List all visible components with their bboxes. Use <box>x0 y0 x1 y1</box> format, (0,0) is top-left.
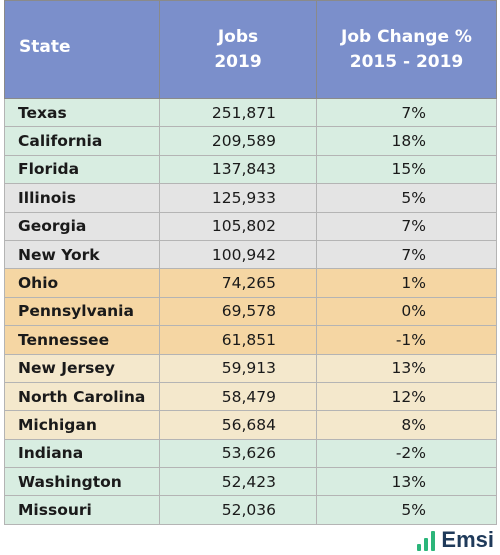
jobs-cell: 53,626 <box>159 438 317 469</box>
change-cell: 13% <box>316 467 497 497</box>
change-cell: 12% <box>316 381 497 412</box>
logo-text: Emsi <box>441 527 494 552</box>
change-cell: 5% <box>316 495 497 525</box>
table-row: Illinois 125,933 5% <box>4 183 497 213</box>
jobs-cell: 52,036 <box>159 495 317 525</box>
state-cell: Pennsylvania <box>4 296 160 327</box>
change-cell: 1% <box>316 268 497 298</box>
change-cell: 7% <box>316 97 497 128</box>
header-change-line1: Job Change % <box>341 26 472 47</box>
state-cell: Indiana <box>4 438 160 469</box>
change-cell: 7% <box>316 211 497 241</box>
table-row: North Carolina 58,479 12% <box>4 381 497 412</box>
jobs-cell: 100,942 <box>159 239 317 270</box>
table-row: Tennessee 61,851 -1% <box>4 325 497 355</box>
change-cell: -1% <box>316 325 497 355</box>
table-row: Indiana 53,626 -2% <box>4 438 497 469</box>
header-state: State <box>4 0 160 99</box>
change-cell: 8% <box>316 410 497 440</box>
table-row: Washington 52,423 13% <box>4 467 497 497</box>
jobs-cell: 61,851 <box>159 325 317 355</box>
header-jobs-line1: Jobs <box>217 26 259 47</box>
table-header-row: State Jobs 2019 Job Change % 2015 - 2019 <box>4 0 497 99</box>
state-cell: New York <box>4 239 160 270</box>
emsi-logo: Emsi <box>417 529 494 551</box>
bar-chart-icon <box>417 531 436 551</box>
table-row: Ohio 74,265 1% <box>4 268 497 298</box>
state-cell: North Carolina <box>4 381 160 412</box>
state-cell: Florida <box>4 154 160 185</box>
state-cell: California <box>4 126 160 156</box>
table-row: Florida 137,843 15% <box>4 154 497 185</box>
jobs-table-container: State Jobs 2019 Job Change % 2015 - 2019… <box>4 0 497 525</box>
table-row: Texas 251,871 7% <box>4 97 497 128</box>
state-cell: Ohio <box>4 268 160 298</box>
state-cell: Tennessee <box>4 325 160 355</box>
header-job-change: Job Change % 2015 - 2019 <box>316 0 497 99</box>
header-jobs-line2: 2019 <box>214 51 262 72</box>
jobs-cell: 251,871 <box>159 97 317 128</box>
jobs-cell: 105,802 <box>159 211 317 241</box>
state-cell: New Jersey <box>4 353 160 383</box>
jobs-cell: 59,913 <box>159 353 317 383</box>
jobs-cell: 137,843 <box>159 154 317 185</box>
jobs-cell: 69,578 <box>159 296 317 327</box>
table-row: Pennsylvania 69,578 0% <box>4 296 497 327</box>
jobs-cell: 125,933 <box>159 183 317 213</box>
table-row: New Jersey 59,913 13% <box>4 353 497 383</box>
jobs-cell: 74,265 <box>159 268 317 298</box>
jobs-cell: 52,423 <box>159 467 317 497</box>
header-jobs: Jobs 2019 <box>159 0 317 99</box>
state-cell: Washington <box>4 467 160 497</box>
jobs-table: State Jobs 2019 Job Change % 2015 - 2019… <box>4 0 497 525</box>
change-cell: 7% <box>316 239 497 270</box>
change-cell: 5% <box>316 183 497 213</box>
state-cell: Michigan <box>4 410 160 440</box>
header-change-line2: 2015 - 2019 <box>349 51 464 72</box>
change-cell: 0% <box>316 296 497 327</box>
table-row: Michigan 56,684 8% <box>4 410 497 440</box>
state-cell: Texas <box>4 97 160 128</box>
table-row: Georgia 105,802 7% <box>4 211 497 241</box>
change-cell: 18% <box>316 126 497 156</box>
jobs-cell: 209,589 <box>159 126 317 156</box>
table-row: California 209,589 18% <box>4 126 497 156</box>
jobs-cell: 56,684 <box>159 410 317 440</box>
state-cell: Illinois <box>4 183 160 213</box>
change-cell: 15% <box>316 154 497 185</box>
table-row: Missouri 52,036 5% <box>4 495 497 525</box>
jobs-cell: 58,479 <box>159 381 317 412</box>
change-cell: 13% <box>316 353 497 383</box>
state-cell: Missouri <box>4 495 160 525</box>
table-row: New York 100,942 7% <box>4 239 497 270</box>
state-cell: Georgia <box>4 211 160 241</box>
change-cell: -2% <box>316 438 497 469</box>
